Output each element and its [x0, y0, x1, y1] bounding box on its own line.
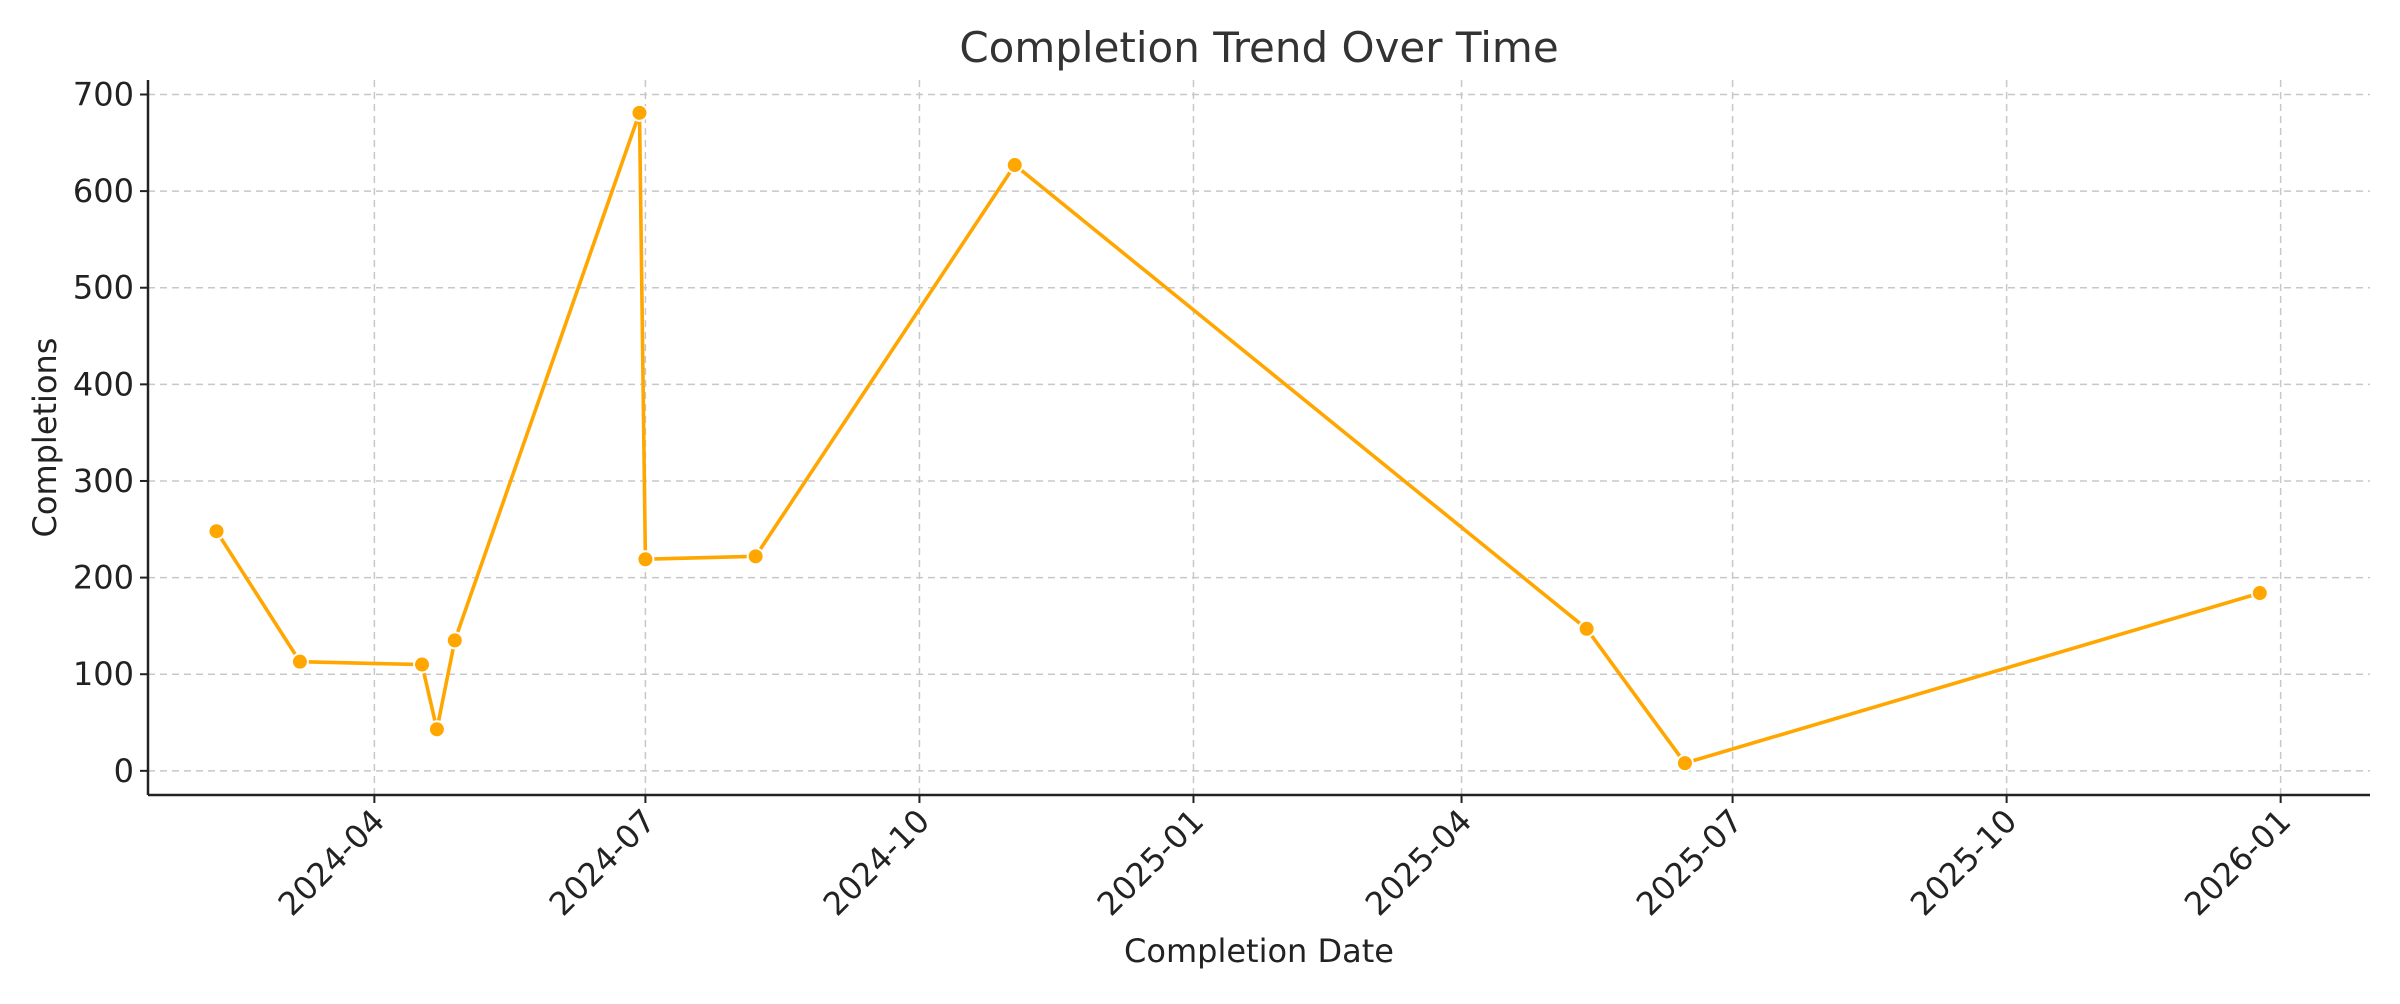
- y-tick-label: 700: [73, 75, 134, 113]
- series-line: [214, 111, 2262, 765]
- data-point: [746, 547, 765, 566]
- y-tick-label: 500: [73, 269, 134, 307]
- y-tick-label: 400: [73, 365, 134, 403]
- x-tick-label: 2024-10: [816, 802, 937, 923]
- y-axis-ticks: 0 100 200 300 400 500 600 700: [73, 75, 148, 790]
- y-axis-title: Completions: [26, 338, 64, 538]
- y-tick-label: 100: [73, 655, 134, 693]
- data-point: [427, 720, 446, 739]
- x-tick-label: 2025-07: [1629, 802, 1750, 923]
- x-tick-label: 2026-01: [2177, 802, 2298, 923]
- x-tick-label: 2025-01: [1090, 802, 1211, 923]
- axes: [146, 80, 2370, 797]
- data-point: [445, 631, 464, 650]
- y-tick-label: 600: [73, 172, 134, 210]
- series: [207, 103, 2269, 773]
- data-point: [1577, 619, 1596, 638]
- data-point: [630, 103, 649, 122]
- x-tick-label: 2025-10: [1903, 802, 2024, 923]
- x-axis-ticks: 2024-04 2024-07 2024-10 2025-01 2025-04 2025-…: [271, 795, 2298, 923]
- y-tick-label: 200: [73, 559, 134, 597]
- data-point: [1675, 754, 1694, 773]
- data-point: [636, 550, 655, 569]
- x-tick-label: 2024-04: [271, 802, 392, 923]
- data-point: [290, 652, 309, 671]
- data-point: [2250, 584, 2269, 603]
- data-point: [413, 655, 432, 674]
- x-tick-label: 2025-04: [1358, 802, 1479, 923]
- data-point: [1005, 156, 1024, 175]
- x-axis-title: Completion Date: [1124, 932, 1394, 970]
- data-point: [207, 522, 226, 541]
- chart-title: Completion Trend Over Time: [959, 23, 1558, 72]
- y-tick-label: 300: [73, 462, 134, 500]
- y-tick-label: 0: [114, 752, 134, 790]
- grid: [148, 80, 2370, 795]
- x-tick-label: 2024-07: [542, 802, 663, 923]
